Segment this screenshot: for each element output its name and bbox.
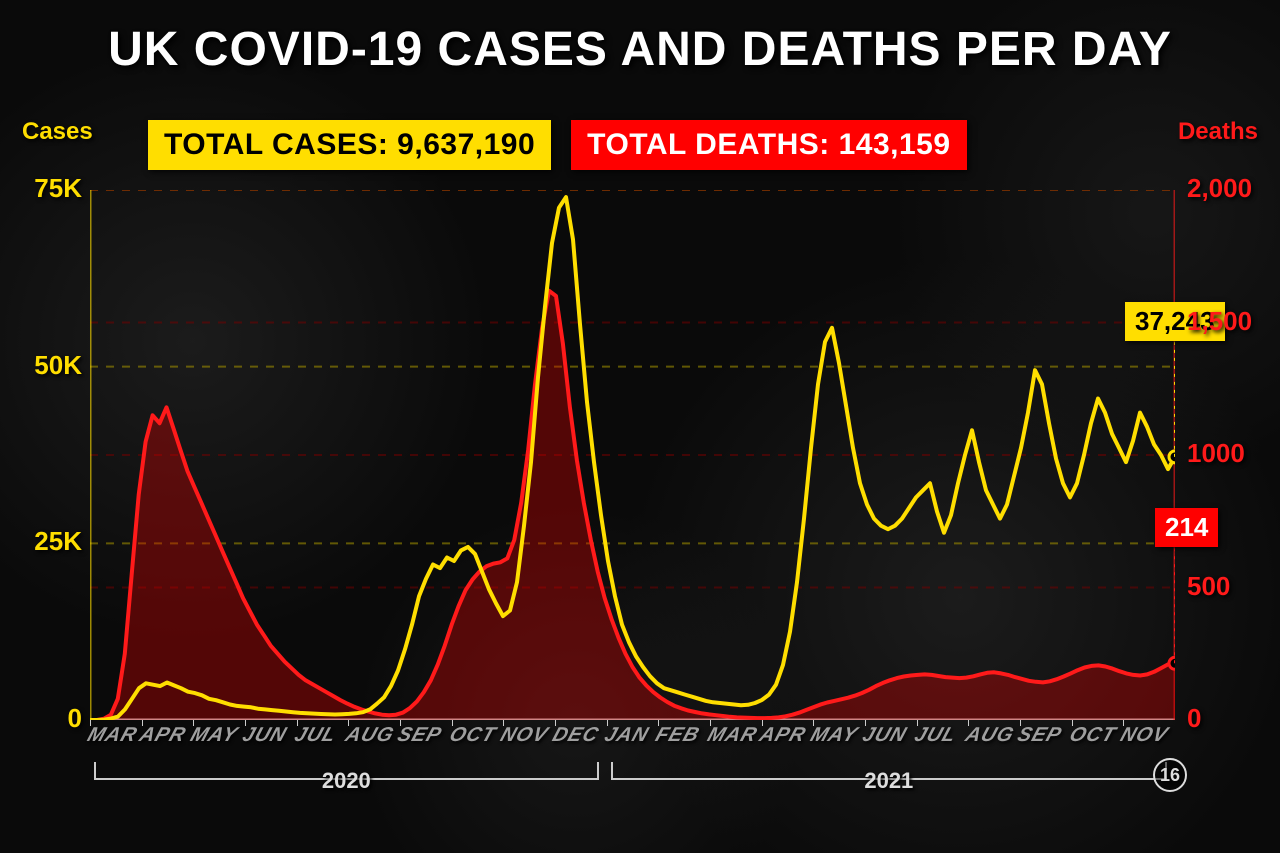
month-label: MAR [704,724,760,747]
year-label: 2020 [322,768,371,794]
cases-ytick: 0 [22,703,82,734]
deaths-endpoint-label: 214 [1155,508,1218,547]
month-label: MAY [188,724,241,747]
month-label: FEB [653,724,703,747]
month-label: OCT [446,724,499,747]
month-axis: MARAPRMAYJUNJULAUGSEPOCTNOVDECJANFEBMARA… [90,724,1175,834]
cases-ytick: 75K [22,173,82,204]
total-deaths-badge: TOTAL DEATHS: 143,159 [571,120,966,170]
year-label: 2021 [864,768,913,794]
month-label: DEC [549,724,602,747]
chart-plot [90,190,1175,720]
month-label: JUN [239,724,289,747]
month-label: AUG [343,724,398,747]
chart-title: UK COVID-19 CASES AND DEATHS PER DAY [108,22,1172,77]
deaths-ytick: 500 [1187,571,1267,602]
total-cases-badge: TOTAL CASES: 9,637,190 [148,120,551,170]
month-label: MAR [84,724,140,747]
month-label: NOV [1118,724,1172,747]
month-label: NOV [498,724,552,747]
month-label: SEP [1014,724,1065,747]
cases-axis-label: Cases [22,118,93,146]
month-label: APR [136,724,189,747]
deaths-ytick: 1,500 [1187,306,1267,337]
month-label: AUG [963,724,1018,747]
month-label: JUL [291,724,339,747]
month-label: APR [756,724,809,747]
end-date-day: 16 [1153,758,1187,792]
month-label: MAY [808,724,861,747]
cases-ytick: 25K [22,526,82,557]
month-label: SEP [394,724,445,747]
month-label: JUL [911,724,959,747]
deaths-ytick: 0 [1187,703,1267,734]
month-label: JAN [601,724,651,747]
deaths-ytick: 1000 [1187,438,1267,469]
deaths-ytick: 2,000 [1187,173,1267,204]
cases-ytick: 50K [22,350,82,381]
month-label: JUN [859,724,909,747]
month-label: OCT [1066,724,1119,747]
totals-row: TOTAL CASES: 9,637,190 TOTAL DEATHS: 143… [148,120,967,170]
deaths-axis-label: Deaths [1178,118,1258,146]
